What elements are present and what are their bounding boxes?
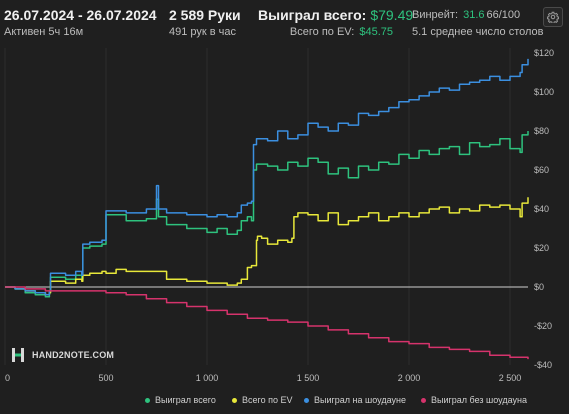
x-tick-label: 1 500	[297, 373, 320, 383]
legend-marker	[145, 397, 150, 403]
stats-header: 26.07.2024 - 26.07.2024 Активен 5ч 16м 2…	[0, 0, 569, 44]
settings-button[interactable]	[543, 7, 563, 27]
series-line-2	[5, 58, 529, 296]
average-tables: 5.1 среднее число столов	[412, 26, 544, 38]
hands-per-hour: 491 рук в час	[169, 26, 237, 38]
legend-label: Выиграл всего	[155, 395, 216, 405]
ev-total-label: Всего по EV:	[289, 26, 355, 38]
legend-item-won-showdown[interactable]: Выиграл на шоудауне	[304, 395, 406, 405]
legend-item-won-non-showdown[interactable]: Выиграл без шоудауна	[421, 395, 527, 405]
active-time: Активен 5ч 16м	[4, 26, 84, 38]
legend-label: Выиграл на шоудауне	[314, 395, 406, 405]
legend-item-ev-total[interactable]: Всего по EV	[232, 395, 292, 405]
date-range: 26.07.2024 - 26.07.2024	[4, 7, 157, 23]
series-line-1	[5, 197, 529, 296]
x-tick-label: 0	[5, 373, 10, 383]
y-tick-label: $0	[534, 282, 544, 292]
profit-chart: $120 $100 $80 $60 $40 $20 $0 -$20 -$40 0 500 1 000…	[4, 48, 554, 383]
x-axis: 0 500 1 000 1 500 2 000 2 500	[5, 373, 521, 383]
legend-item-won-total[interactable]: Выиграл всего	[145, 395, 216, 405]
won-total-label: Выиграл всего:	[258, 7, 367, 23]
x-tick-label: 1 000	[196, 373, 219, 383]
winrate-value: 31.6	[463, 9, 485, 21]
ev-total-value: $45.75	[359, 26, 393, 38]
y-tick-label: $40	[534, 204, 549, 214]
y-tick-label: $100	[534, 87, 554, 97]
y-tick-label: $20	[534, 243, 549, 253]
won-total-value: $79.49	[370, 7, 414, 23]
y-tick-label: -$20	[534, 321, 552, 331]
x-tick-label: 2 000	[398, 373, 421, 383]
legend-marker	[232, 397, 237, 403]
y-axis: $120 $100 $80 $60 $40 $20 $0 -$20 -$40	[534, 48, 554, 370]
legend-marker	[421, 397, 426, 403]
won-total: Выиграл всего: $79.49	[258, 7, 413, 23]
legend-label: Всего по EV	[242, 395, 293, 405]
winrate: Винрейт: 31.6 66/100	[412, 9, 520, 21]
gear-icon	[547, 11, 559, 23]
hand2note-logo: HAND2NOTE.COM	[12, 348, 114, 362]
legend-label: Выиграл без шоудауна	[431, 395, 527, 405]
winrate-label: Винрейт:	[412, 9, 459, 21]
winrate-suffix: 66/100	[486, 9, 521, 21]
hand2note-logo-icon	[12, 348, 24, 362]
hands-count: 2 589 Руки	[169, 7, 241, 23]
series-line-3	[5, 286, 529, 360]
logo-text: HAND2NOTE.COM	[32, 350, 115, 360]
y-tick-label: $60	[534, 165, 549, 175]
x-tick-label: 2 500	[499, 373, 522, 383]
chart-series	[5, 58, 529, 360]
y-tick-label: $120	[534, 48, 554, 58]
x-tick-label: 500	[98, 373, 113, 383]
y-tick-label: -$40	[534, 360, 552, 370]
chart-legend: Выиграл всего Всего по EV Выиграл на шоу…	[0, 395, 569, 409]
ev-total: Всего по EV: $45.75	[290, 26, 393, 38]
y-tick-label: $80	[534, 126, 549, 136]
legend-marker	[304, 397, 309, 403]
